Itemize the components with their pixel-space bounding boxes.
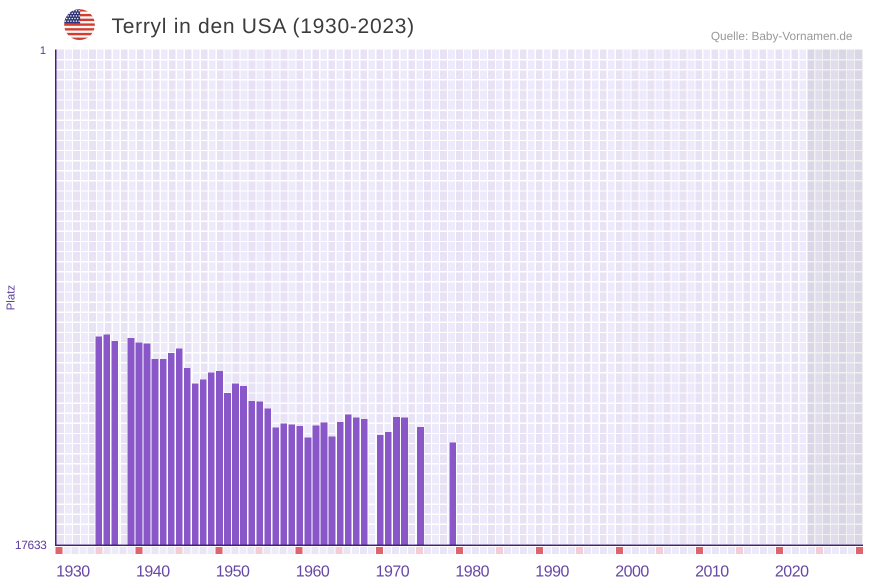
svg-text:1970: 1970 <box>376 563 410 580</box>
svg-text:2010: 2010 <box>695 563 729 580</box>
svg-text:1990: 1990 <box>535 563 569 580</box>
svg-text:1930: 1930 <box>56 563 90 580</box>
svg-text:1: 1 <box>40 45 46 57</box>
svg-text:1950: 1950 <box>216 563 250 580</box>
svg-text:Quelle: Baby-Vornamen.de: Quelle: Baby-Vornamen.de <box>711 29 853 43</box>
svg-text:17633: 17633 <box>15 538 47 552</box>
svg-text:2020: 2020 <box>775 563 809 580</box>
svg-text:Terryl in den USA (1930-2023): Terryl in den USA (1930-2023) <box>112 15 415 38</box>
svg-text:1960: 1960 <box>296 563 330 580</box>
svg-text:1980: 1980 <box>455 563 489 580</box>
svg-text:2000: 2000 <box>615 563 649 580</box>
svg-text:1940: 1940 <box>136 563 170 580</box>
svg-text:Platz: Platz <box>6 285 18 311</box>
